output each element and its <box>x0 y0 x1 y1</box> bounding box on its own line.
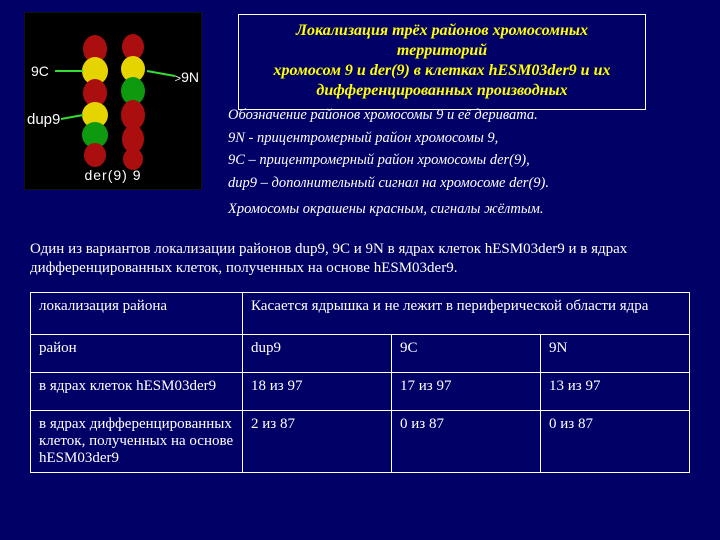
legend-block: Обозначение районов хромосомы 9 и её дер… <box>228 106 696 223</box>
cell-label: в ядрах клеток hESM03der9 <box>31 373 243 411</box>
table-row: в ядрах клеток hESM03der9 18 из 97 17 из… <box>31 373 690 411</box>
cell-label: локализация района <box>31 293 243 335</box>
title-line-3: дифференцированных производных <box>249 81 635 101</box>
cell-value: 18 из 97 <box>243 373 392 411</box>
cell-value: 17 из 97 <box>392 373 541 411</box>
title-line-1: Локализация трёх районов хромосомных тер… <box>249 21 635 61</box>
cell-label: в ядрах дифференцированных клеток, получ… <box>31 411 243 473</box>
cell-value: dup9 <box>243 335 392 373</box>
figure-label-9c: 9C <box>31 63 49 79</box>
cell-value: 0 из 87 <box>392 411 541 473</box>
figure-label-bottom: der(9) 9 <box>25 167 201 183</box>
legend-line-2: 9N - прицентромерный район хромосомы 9, <box>228 129 696 148</box>
cell-label: район <box>31 335 243 373</box>
figure-label-dup9: dup9 <box>27 111 60 128</box>
table-row: локализация района Касается ядрышка и не… <box>31 293 690 335</box>
cell-value: 9N <box>541 335 690 373</box>
chromosome-figure: 9C >9N dup9 der(9) 9 <box>24 12 202 190</box>
body-p1: Один из вариантов локализации районов du… <box>30 240 690 278</box>
cell-value: 9C <box>392 335 541 373</box>
title-line-2: хромосом 9 и der(9) в клетках hESM03der9… <box>249 61 635 81</box>
legend-line-4: dup9 – дополнительный сигнал на хромосом… <box>228 174 696 193</box>
legend-line-1: Обозначение районов хромосомы 9 и её дер… <box>228 106 696 125</box>
cell-span: Касается ядрышка и не лежит в перифериче… <box>243 293 690 335</box>
cell-value: 13 из 97 <box>541 373 690 411</box>
legend-line-3: 9С – прицентромерный район хромосомы der… <box>228 151 696 170</box>
figure-label-9n: >9N <box>175 69 199 85</box>
legend-line-5: Хромосомы окрашены красным, сигналы жёлт… <box>228 200 696 219</box>
table-row: район dup9 9C 9N <box>31 335 690 373</box>
body-paragraph: Один из вариантов локализации районов du… <box>30 240 690 278</box>
cell-value: 0 из 87 <box>541 411 690 473</box>
table-row: в ядрах дифференцированных клеток, получ… <box>31 411 690 473</box>
slide: 9C >9N dup9 der(9) 9 Локализация трёх ра… <box>0 0 720 540</box>
data-table: локализация района Касается ядрышка и не… <box>30 292 690 473</box>
cell-value: 2 из 87 <box>243 411 392 473</box>
slide-title: Локализация трёх районов хромосомных тер… <box>238 14 646 110</box>
chromosome-illustration <box>25 13 201 189</box>
